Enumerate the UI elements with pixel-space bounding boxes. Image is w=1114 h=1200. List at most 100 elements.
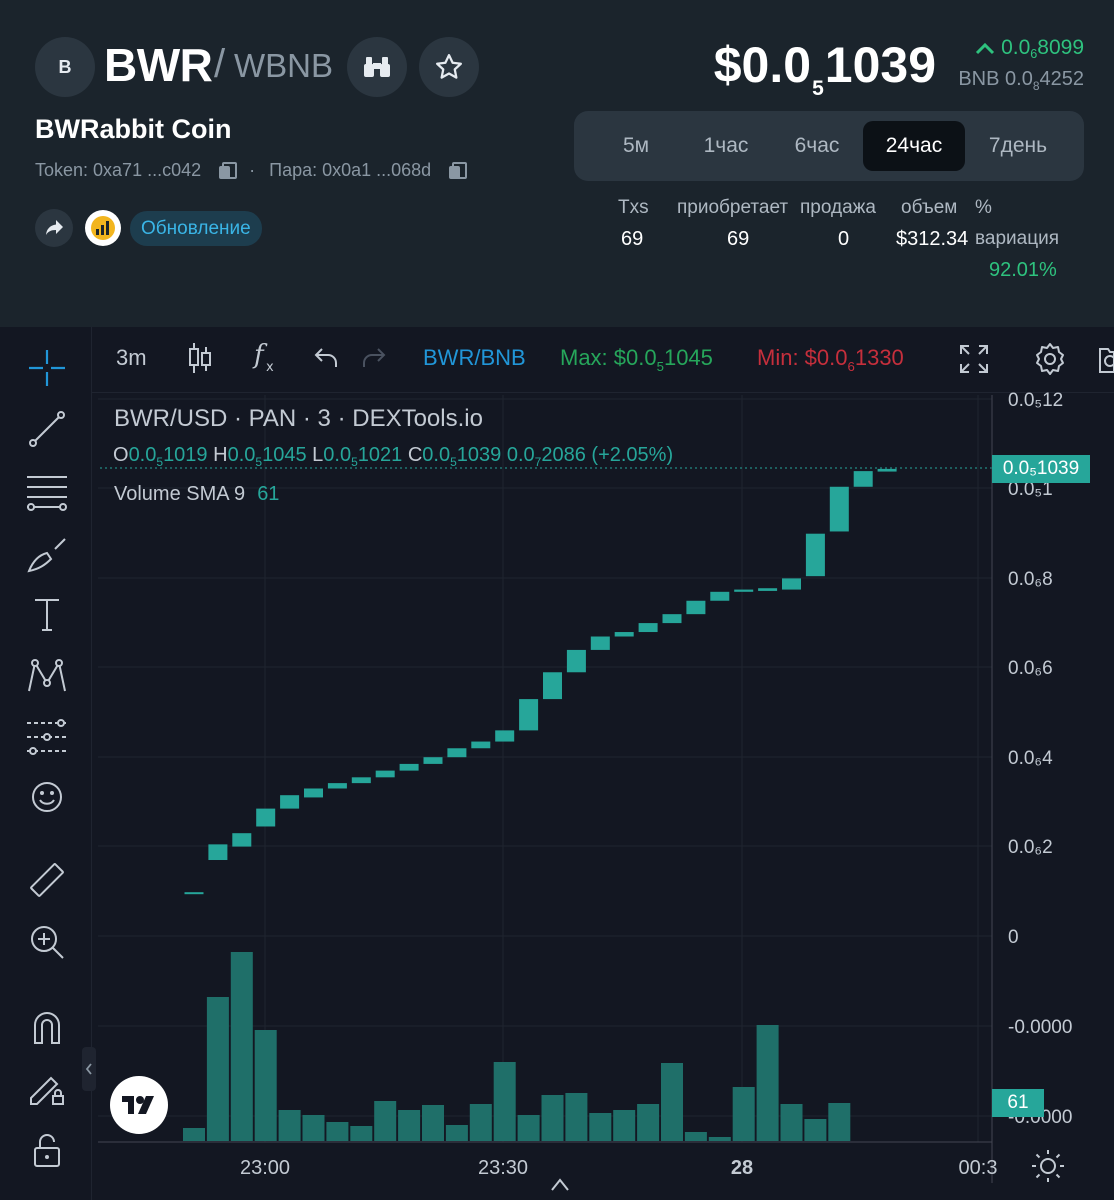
bnb-prefix: BNB 0.0 [958, 68, 1033, 90]
copy-icon[interactable] [449, 162, 468, 179]
settings-button[interactable] [1032, 341, 1068, 383]
tab-24h[interactable]: 24час [863, 121, 965, 171]
candle [351, 777, 371, 784]
time-tick-label: 00:3 [959, 1157, 998, 1179]
max-zero-count: 5 [656, 358, 664, 374]
candle [877, 468, 897, 472]
token-symbol: BWR [104, 39, 213, 91]
chart-type-button[interactable] [186, 341, 214, 381]
time-tick-label: 28 [731, 1157, 753, 1179]
fib-tool[interactable] [22, 466, 72, 516]
volume-bar [565, 1093, 588, 1141]
crosshair-tool[interactable] [22, 343, 72, 393]
candle [662, 614, 682, 624]
lock-tool[interactable] [22, 1125, 72, 1175]
candle [590, 636, 610, 650]
update-button[interactable]: Обновление [130, 211, 262, 246]
undo-button[interactable] [312, 343, 340, 377]
zoom-in-icon [31, 926, 64, 959]
scan-button[interactable] [347, 37, 407, 97]
candle [710, 591, 730, 601]
chevron-up-icon [551, 1178, 569, 1191]
arrow-up-icon [976, 42, 995, 55]
brush-tool[interactable] [22, 530, 72, 580]
tradingview-logo[interactable] [110, 1076, 168, 1134]
zoom-tool[interactable] [22, 917, 72, 967]
txs-value: 69 [621, 228, 644, 250]
quote-symbol: WBNB [234, 47, 333, 84]
fullscreen-button[interactable] [958, 343, 990, 381]
candle [805, 533, 825, 577]
copy-icon[interactable] [219, 162, 238, 179]
candle [280, 795, 300, 809]
min-zero-count: 6 [847, 358, 855, 374]
change-prefix: 0.0 [506, 444, 535, 466]
volume-bar [302, 1115, 325, 1141]
candle [782, 578, 801, 590]
candle [614, 632, 634, 637]
text-tool[interactable] [22, 589, 72, 639]
max-price: Max: $0.051045 [560, 345, 713, 374]
change-prefix: 0.0 [1001, 36, 1031, 59]
tab-6h[interactable]: 6час [794, 134, 840, 157]
favorite-button[interactable] [419, 37, 479, 97]
price-change: 0.0 6 8099 [975, 36, 1084, 61]
tab-5m[interactable]: 5м [622, 134, 650, 157]
volume-bar [828, 1103, 851, 1141]
coin-name: BWRabbit Coin [35, 114, 232, 144]
volume-bar [374, 1101, 397, 1141]
bnb-price: BNB 0.084252 [958, 68, 1084, 93]
candles-icon [189, 343, 211, 373]
price-tick-label: 0.0₆2 [1008, 837, 1053, 858]
variation-value: 92.01% [989, 259, 1057, 281]
share-button[interactable] [35, 209, 73, 247]
volume-bar [398, 1110, 421, 1141]
candle [853, 471, 873, 487]
interval-button[interactable]: 3m [116, 345, 147, 370]
screenshot-button[interactable] [1096, 341, 1114, 381]
pair-separator: / [214, 42, 226, 86]
lock-drawings-tool[interactable] [22, 1063, 72, 1113]
candle [519, 699, 539, 731]
icon-tool[interactable] [22, 772, 72, 822]
min-digits: 1330 [854, 345, 904, 370]
tab-1h[interactable]: 1час [703, 134, 749, 157]
measure-tool[interactable] [22, 855, 72, 905]
token-address: Token: 0xa71 ...c042 [35, 160, 202, 180]
percent-label: % [975, 197, 992, 218]
price-zero-count: 5 [812, 77, 824, 101]
volume-bar [278, 1110, 301, 1141]
redo-button[interactable] [360, 343, 388, 377]
pair-switch-button[interactable]: BWR/BNB [423, 345, 526, 370]
low-digits: 1021 [357, 444, 403, 466]
prediction-tool[interactable] [22, 712, 72, 762]
candle [734, 589, 754, 592]
chevron-left-icon [85, 1063, 92, 1075]
trend-line-icon [29, 411, 65, 447]
collapse-toolbar-button[interactable] [82, 1047, 96, 1091]
high-digits: 1045 [262, 444, 307, 466]
volume-bar [661, 1063, 683, 1141]
candle [543, 672, 562, 700]
dextscore-badge[interactable] [85, 210, 121, 246]
price-tick-label: 0.0₆6 [1008, 658, 1053, 679]
volume-bar [589, 1113, 612, 1141]
token-logo: B [35, 37, 95, 97]
tab-7d[interactable]: 7день [988, 134, 1048, 157]
brush-icon [27, 538, 66, 573]
candle [471, 741, 491, 749]
trend-line-tool[interactable] [22, 404, 72, 454]
pencil-lock-icon [30, 1076, 64, 1105]
volume-bar [183, 1128, 205, 1141]
volume-tag: 61 [992, 1089, 1044, 1117]
price-tick-label: 0.0₆4 [1008, 748, 1053, 769]
high-prefix: 0.0 [227, 444, 256, 466]
candle [304, 788, 323, 798]
pattern-tool[interactable] [22, 650, 72, 700]
smiley-icon [32, 782, 62, 812]
close-label: C [407, 444, 423, 466]
magnet-tool[interactable] [22, 1002, 72, 1052]
candle [423, 757, 443, 764]
